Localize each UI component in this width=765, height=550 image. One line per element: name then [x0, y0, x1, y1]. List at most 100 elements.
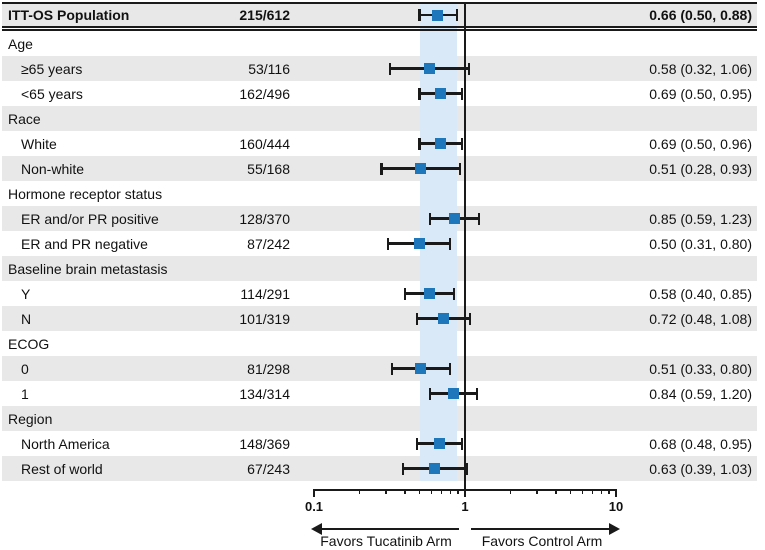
- overall-row-separator-upper: [2, 26, 757, 28]
- table-row-item: Non-white 55/168 0.51 (0.28, 0.93): [2, 156, 757, 181]
- row-label: <65 years: [21, 85, 83, 102]
- hr-point-marker: [414, 238, 425, 249]
- overall-row-separator-lower: [2, 29, 757, 31]
- ci-upper-cap: [460, 437, 463, 450]
- row-hr-ci-value: 0.66 (0.50, 0.88): [649, 7, 752, 23]
- hr-point-marker: [448, 388, 460, 399]
- x-axis-minor-tick: [569, 489, 572, 494]
- favors-control-label: Favors Control Arm: [481, 533, 603, 549]
- row-hr-ci-value: 0.68 (0.48, 0.95): [649, 435, 752, 452]
- table-row-item: ER and PR negative 87/242 0.50 (0.31, 0.80…: [2, 231, 757, 256]
- ci-lower-cap: [387, 237, 390, 250]
- ci-upper-cap: [453, 287, 456, 300]
- x-axis-minor-tick: [608, 489, 610, 494]
- row-label: Rest of world: [21, 460, 103, 477]
- left-arrow-icon: [311, 523, 322, 535]
- row-hr-ci-value: 0.51 (0.28, 0.93): [649, 160, 752, 177]
- row-label: Y: [21, 285, 31, 302]
- reference-line-hr-1: [464, 2, 467, 497]
- ci-upper-cap: [455, 9, 458, 21]
- hr-point-marker: [435, 138, 447, 149]
- table-row-overall: ITT-OS Population 215/612 0.66 (0.50, 0.88…: [2, 4, 757, 26]
- x-axis-major-tick: [615, 489, 617, 497]
- ci-upper-cap: [461, 137, 464, 150]
- x-axis-minor-tick: [555, 489, 557, 494]
- row-events-count: 67/243: [247, 460, 290, 477]
- table-row-header: ECOG: [2, 331, 757, 356]
- row-label: Baseline brain metastasis: [8, 260, 168, 277]
- x-axis-minor-tick: [581, 489, 584, 494]
- row-hr-ci-value: 0.84 (0.59, 1.20): [649, 385, 752, 402]
- x-axis-minor-tick: [440, 489, 443, 494]
- row-label: ER and/or PR positive: [21, 210, 159, 227]
- ci-lower-cap: [415, 437, 418, 450]
- row-label: Region: [8, 410, 53, 427]
- ci-upper-cap: [468, 312, 472, 325]
- row-events-count: 55/168: [247, 160, 290, 177]
- x-axis-minor-tick: [600, 489, 603, 494]
- x-axis-minor-tick: [449, 489, 452, 494]
- row-label: White: [21, 135, 57, 152]
- table-row-item: 1 134/314 0.84 (0.59, 1.20): [2, 381, 757, 406]
- table-row-header: Hormone receptor status: [2, 181, 757, 206]
- hr-point-marker: [423, 63, 435, 74]
- x-axis-tick-label: 10: [608, 499, 624, 514]
- ci-upper-cap: [449, 237, 452, 250]
- x-axis-minor-tick: [457, 489, 459, 494]
- row-label: Non-white: [21, 160, 85, 177]
- row-label: 0: [21, 360, 29, 377]
- ci-lower-cap: [429, 212, 432, 225]
- ci-upper-cap: [449, 362, 452, 375]
- ci-upper-cap: [465, 462, 468, 475]
- table-row-item: ER and/or PR positive 128/370 0.85 (0.59, …: [2, 206, 757, 231]
- row-hr-ci-value: 0.69 (0.50, 0.95): [649, 85, 752, 102]
- row-events-count: 148/369: [239, 435, 290, 452]
- row-hr-ci-value: 0.85 (0.59, 1.23): [649, 210, 752, 227]
- row-label: ≥65 years: [21, 60, 83, 77]
- row-events-count: 162/496: [239, 85, 290, 102]
- favors-left-arrow-line: [321, 528, 459, 530]
- ci-upper-cap: [460, 87, 463, 100]
- table-row-item: Y 114/291 0.58 (0.40, 0.85): [2, 281, 757, 306]
- x-axis-minor-tick: [536, 489, 538, 494]
- row-hr-ci-value: 0.50 (0.31, 0.80): [649, 235, 752, 252]
- row-events-count: 215/612: [239, 7, 290, 23]
- row-label: ECOG: [8, 335, 50, 352]
- row-hr-ci-value: 0.58 (0.40, 0.85): [649, 285, 752, 302]
- table-row-item: ≥65 years 53/116 0.58 (0.32, 1.06): [2, 56, 757, 81]
- table-row-item: <65 years 162/496 0.69 (0.50, 0.95): [2, 81, 757, 106]
- hr-point-marker: [435, 88, 447, 99]
- row-events-count: 160/444: [239, 135, 290, 152]
- table-row-item: N 101/319 0.72 (0.48, 1.08): [2, 306, 757, 331]
- ci-lower-cap: [418, 9, 421, 21]
- ci-lower-cap: [402, 462, 405, 475]
- x-axis-minor-tick: [509, 489, 512, 494]
- ci-lower-cap: [418, 87, 421, 100]
- ci-lower-cap: [403, 287, 406, 300]
- table-row-item: 0 81/298 0.51 (0.33, 0.80): [2, 356, 757, 381]
- table-top-border: [2, 2, 757, 4]
- x-axis-minor-tick: [358, 489, 361, 494]
- row-events-count: 134/314: [239, 385, 290, 402]
- hr-point-marker: [415, 163, 427, 174]
- hr-point-marker: [438, 313, 449, 324]
- row-label: ITT-OS Population: [8, 7, 130, 23]
- row-events-count: 87/242: [247, 235, 290, 252]
- row-label: North America: [21, 435, 110, 452]
- hr-point-marker: [434, 438, 446, 449]
- table-row-header: Baseline brain metastasis: [2, 256, 757, 281]
- x-axis-minor-tick: [430, 489, 433, 494]
- row-events-count: 53/116: [248, 60, 290, 77]
- hr-point-marker: [432, 9, 444, 21]
- row-events-count: 81/298: [247, 360, 290, 377]
- ci-upper-cap: [477, 212, 480, 225]
- table-row-item: North America 148/369 0.68 (0.48, 0.95): [2, 431, 757, 456]
- ci-lower-cap: [418, 137, 421, 150]
- table-row-header: Race: [2, 106, 757, 131]
- right-arrow-icon: [609, 523, 620, 535]
- ci-upper-cap: [459, 162, 462, 175]
- x-axis-tick-label: 0.1: [304, 499, 324, 514]
- ci-upper-cap: [475, 387, 479, 400]
- favors-tucatinib-label: Favors Tucatinib Arm: [320, 533, 452, 549]
